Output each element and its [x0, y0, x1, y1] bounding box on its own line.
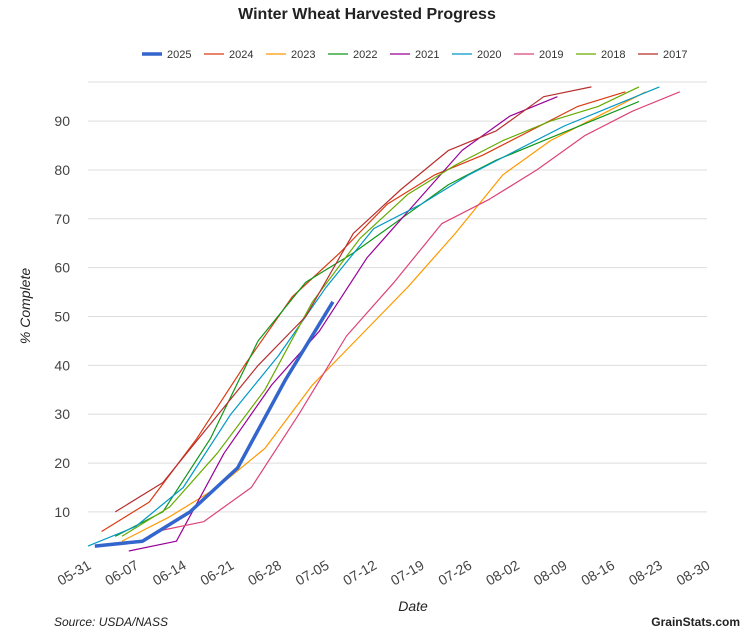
x-tick-label: 08-23 [626, 557, 665, 589]
x-tick-label: 07-05 [293, 557, 332, 589]
y-tick-label: 90 [54, 113, 70, 129]
y-tick-label: 30 [54, 406, 70, 422]
series-line-2020 [87, 86, 660, 547]
legend: 2025 2024 2023 2022 2021 2020 2019 2018 2017 [142, 49, 687, 61]
legend-label-2021: 2021 [415, 49, 439, 61]
x-tick-label: 07-19 [388, 557, 427, 589]
x-tick-label: 07-12 [340, 557, 379, 589]
series-line-2025 [94, 300, 335, 548]
x-axis-ticks: 05-31 06-07 06-14 06-21 06-28 07-05 07-12 07-19… [54, 557, 712, 589]
y-tick-label: 40 [54, 357, 70, 373]
series-line-2024 [101, 91, 626, 533]
x-tick-label: 06-07 [102, 557, 141, 589]
chart-title: Winter Wheat Harvested Progress [238, 6, 496, 23]
legend-label-2022: 2022 [353, 49, 377, 61]
legend-label-2019: 2019 [539, 49, 563, 61]
y-tick-label: 50 [54, 309, 70, 325]
series-line-2018 [121, 86, 640, 537]
x-tick-label: 06-28 [245, 557, 284, 589]
y-tick-label: 10 [54, 504, 70, 520]
legend-label-2023: 2023 [291, 49, 315, 61]
x-tick-label: 06-21 [197, 557, 236, 589]
series-line-2019 [155, 91, 681, 533]
x-tick-label: 08-30 [673, 557, 712, 589]
x-tick-label: 05-31 [54, 557, 93, 589]
y-tick-label: 80 [54, 162, 70, 178]
y-axis-label: % Complete [17, 268, 33, 344]
series-line-2022 [114, 100, 640, 537]
series-line-2017 [114, 86, 592, 513]
x-tick-label: 07-26 [435, 557, 474, 589]
y-tick-label: 60 [54, 260, 70, 276]
legend-label-2025: 2025 [167, 49, 191, 61]
series-line-2021 [128, 96, 558, 552]
source-note: Source: USDA/NASS [54, 615, 168, 629]
series-lines [87, 86, 681, 552]
x-axis-label: Date [398, 598, 428, 614]
legend-label-2017: 2017 [663, 49, 687, 61]
x-tick-label: 08-02 [483, 557, 522, 589]
legend-label-2018: 2018 [601, 49, 625, 61]
legend-label-2024: 2024 [229, 49, 253, 61]
x-tick-label: 08-16 [578, 557, 617, 589]
brand-label: GrainStats.com [651, 615, 740, 629]
legend-label-2020: 2020 [477, 49, 501, 61]
x-tick-label: 08-09 [531, 557, 570, 589]
y-tick-label: 70 [54, 211, 70, 227]
x-tick-label: 06-14 [150, 557, 189, 589]
y-tick-label: 20 [54, 455, 70, 471]
y-axis-ticks: 10 20 30 40 50 60 70 80 90 [54, 113, 70, 520]
